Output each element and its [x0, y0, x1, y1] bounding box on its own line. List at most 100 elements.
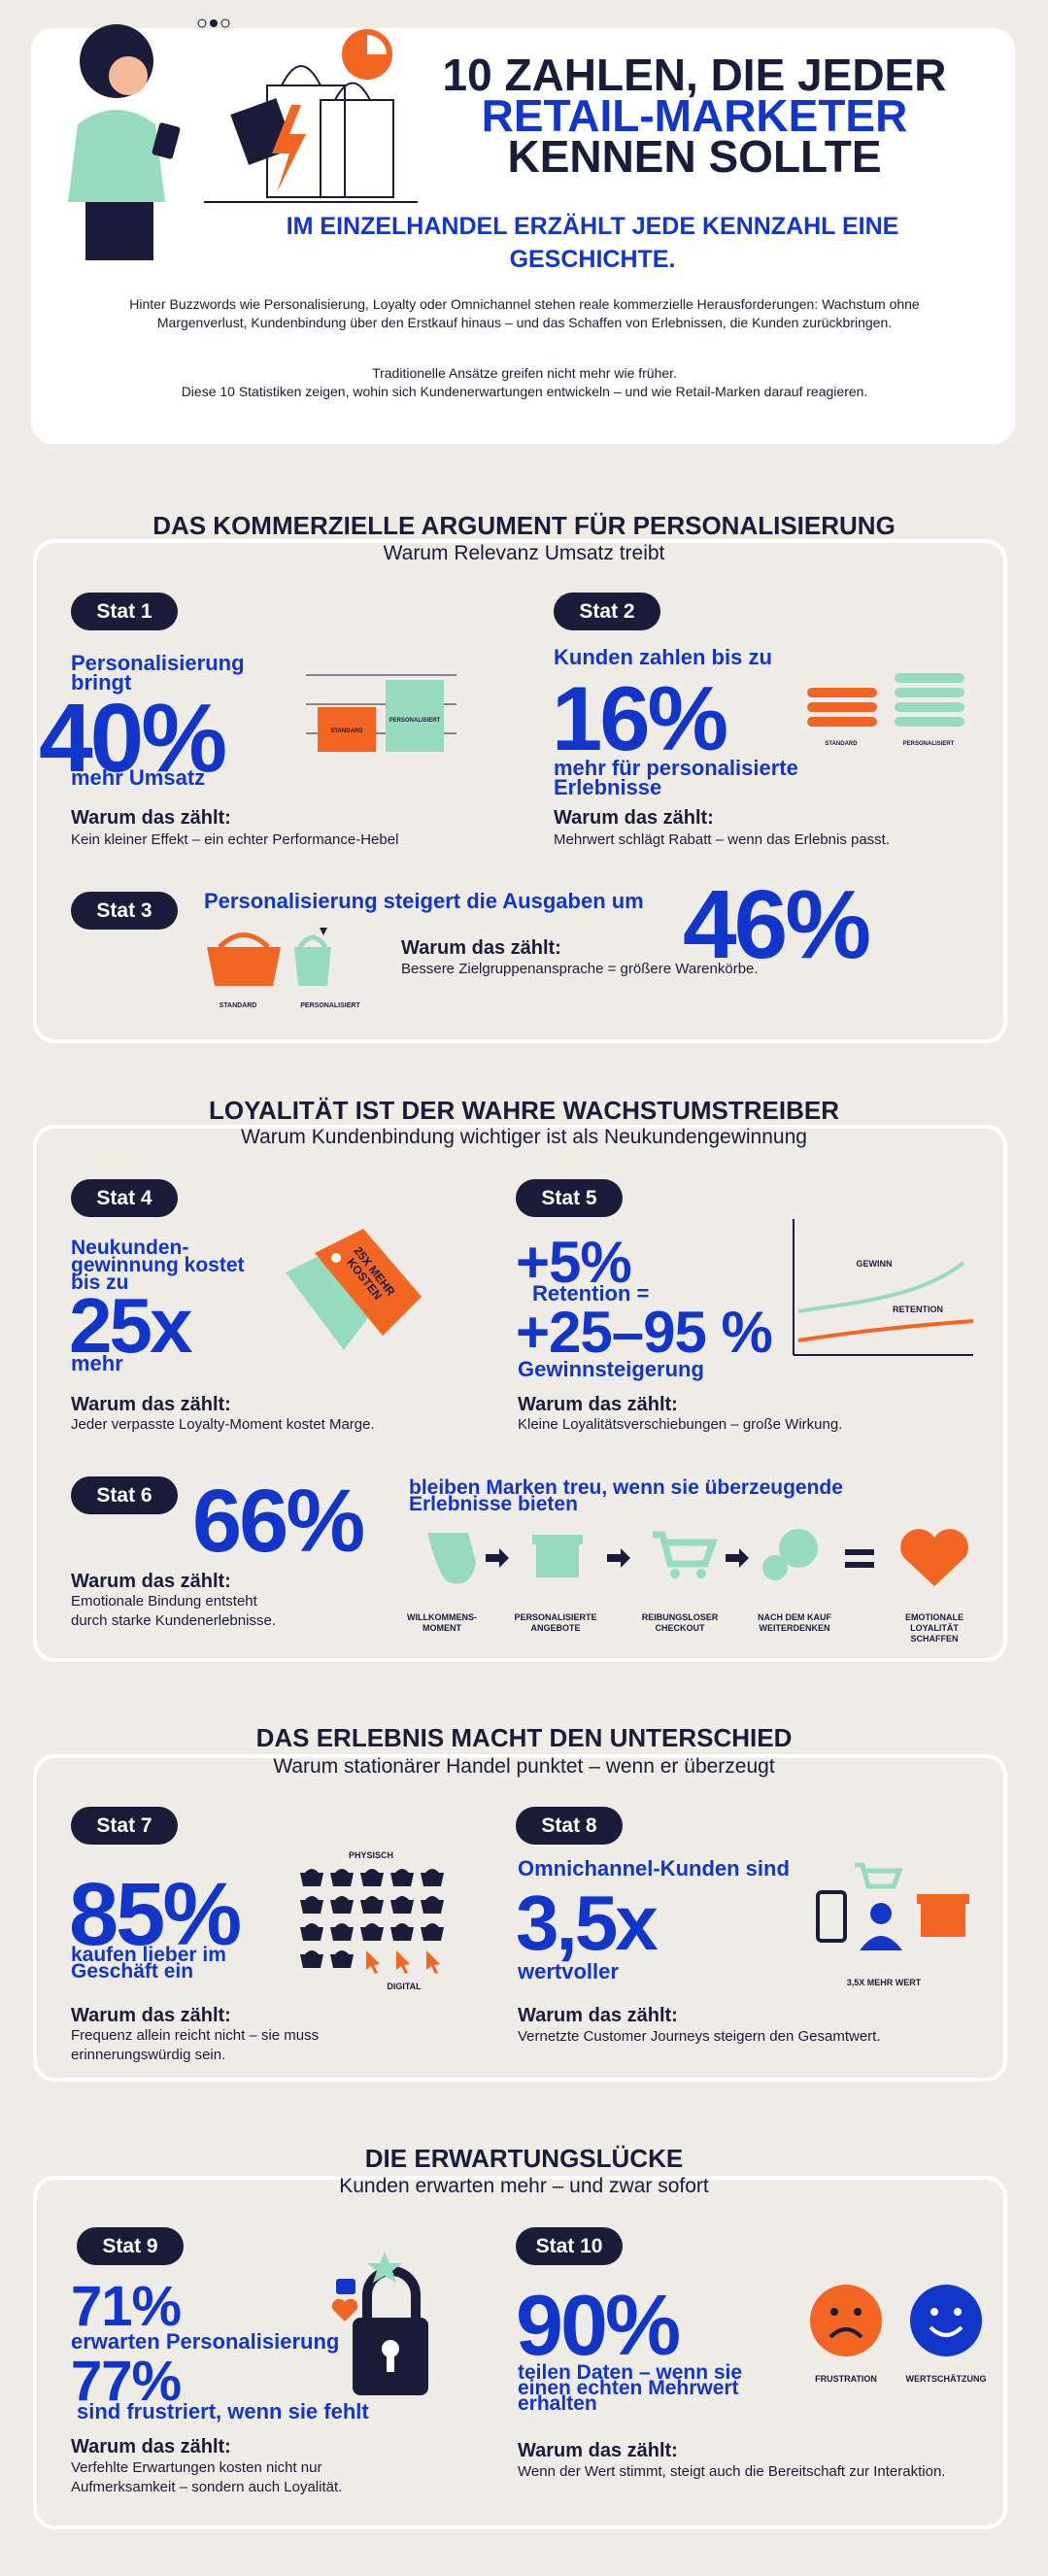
stat-value: 16%: [552, 667, 728, 769]
stat-value: 66%: [192, 1472, 365, 1571]
graphic-label: PHYSISCH: [348, 1850, 393, 1860]
stack-graphic: [807, 673, 964, 727]
cursor-icon: [396, 1950, 410, 1974]
stat-tail: wertvoller: [518, 1959, 619, 1983]
graphic-label: 3,5X MEHR WERT: [846, 1978, 922, 1987]
basket-icon: [330, 1869, 354, 1886]
stat-tail: Gewinnsteigerung: [518, 1357, 704, 1381]
title-line: RETAIL-MARKETER: [481, 90, 908, 141]
stat-tail: erwarten Personalisierung: [71, 2329, 340, 2354]
intro: Hinter Buzzwords wie Personalisierung, L…: [129, 296, 920, 330]
intro-line: Traditionelle Ansätze greifen nicht mehr…: [372, 365, 677, 381]
basket-icon: [390, 1869, 414, 1886]
why-text: Verfehlte Erwartungen kosten nicht nur A…: [71, 2459, 343, 2495]
stat-pill: Stat 4: [71, 1179, 178, 1217]
header-illustration: [68, 18, 418, 260]
why-line: durch starke Kundenerlebnisse.: [71, 1612, 276, 1629]
stat-tail: mehr: [71, 1351, 123, 1375]
stat-pill: Stat 6: [71, 1476, 178, 1514]
flow-label: REIBUNGSLOSER CHECKOUT: [641, 1612, 719, 1633]
graphic-label: PERSONALISIERT: [389, 718, 441, 724]
why-title: Warum das zählt:: [71, 2005, 231, 2026]
stat-tail-2: sind frustriert, wenn sie fehlt: [77, 2399, 369, 2423]
stat-pill: Stat 8: [516, 1807, 623, 1845]
stat-pill: Stat 9: [77, 2227, 184, 2265]
why-text: Vernetzte Customer Journeys steigern den…: [518, 2028, 881, 2045]
graphic-label: GEWINN: [856, 1259, 893, 1269]
why-text: Frequenz allein reicht nicht – sie muss …: [71, 2027, 320, 2063]
smiley-graphic: [810, 2285, 982, 2356]
basket-icon: [360, 1869, 384, 1886]
basket-icon: [421, 1896, 444, 1914]
basket-icon: [360, 1896, 384, 1914]
section-subtitle: Warum stationärer Handel punktet – wenn …: [273, 1755, 775, 1778]
stat-tail: teilen Daten – wenn sie einen echten Meh…: [518, 2361, 743, 2415]
tag-graphic: [286, 1229, 422, 1350]
stat-lead: Personalisierung bringt: [71, 651, 245, 695]
stat-tail: mehr Umsatz: [71, 765, 206, 790]
bar-graphic: [306, 674, 456, 752]
why-text: Wenn der Wert stimmt, steigt auch die Be…: [518, 2463, 946, 2480]
why-title: Warum das zählt:: [71, 807, 231, 829]
graphic-label: PERSONALISIERT: [902, 741, 955, 747]
stat-pill: Stat 7: [71, 1807, 178, 1845]
title-line: KENNEN SOLLTE: [507, 131, 882, 182]
graphic-label: WERTSCHÄTZUNG: [905, 2374, 987, 2384]
flow-label: NACH DEM KAUF WEITERDENKEN: [758, 1612, 831, 1633]
section-title: DAS KOMMERZIELLE ARGUMENT FÜR PERSONALIS…: [152, 511, 896, 540]
section-box: [33, 2176, 1007, 2529]
basket-graphic: [207, 928, 331, 986]
graphic-label: DIGITAL: [387, 1982, 422, 1991]
line-graphic: [793, 1219, 974, 1356]
stat-value-2: 77%: [71, 2350, 182, 2413]
cursor-icon: [426, 1950, 440, 1974]
graphic-label: STANDARD: [825, 741, 858, 747]
why-title: Warum das zählt:: [518, 2005, 678, 2026]
why-text: Kleine Loyalitätsverschiebungen – große …: [518, 1416, 843, 1433]
stat-value: 90%: [516, 2277, 681, 2373]
why-text: Mehrwert schlägt Rabatt – wenn das Erleb…: [554, 831, 891, 848]
stat-pill: Stat 3: [71, 892, 178, 930]
graphic-label: PERSONALISIERT: [300, 1002, 360, 1009]
why-title: Warum das zählt:: [71, 1571, 231, 1592]
graphic-label: STANDARD: [219, 1002, 257, 1009]
stat-pill: Stat 2: [554, 593, 660, 630]
basket-icon: [421, 1869, 444, 1886]
why-text: Emotionale Bindung entsteht durch starke…: [71, 1592, 276, 1631]
stat-value: +25–95 %: [516, 1300, 773, 1365]
basket-icon: [330, 1896, 354, 1914]
intro-line: Diese 10 Statistiken zeigen, wohin sich …: [181, 384, 868, 399]
section-title: LOYALITÄT IST DER WAHRE WACHSTUMSTREIBER: [208, 1096, 840, 1125]
basket-icon: [300, 1896, 323, 1914]
basket-icon: [300, 1950, 323, 1968]
basket-icon: [390, 1923, 414, 1941]
title: 10 ZAHLEN, DIE JEDER RETAIL-MARKETER KEN…: [243, 52, 1048, 182]
stat-lead: Omnichannel-Kunden sind: [518, 1856, 790, 1881]
stat-lead: Kunden zahlen bis zu: [554, 645, 772, 669]
basket-icon: [421, 1923, 444, 1941]
section-box: [33, 539, 1007, 1043]
why-title: Warum das zählt:: [401, 937, 561, 959]
basket-icon: [330, 1950, 354, 1968]
section-title: DAS ERLEBNIS MACHT DEN UNTERSCHIED: [255, 1723, 793, 1752]
stat-middle: Retention =: [532, 1281, 650, 1305]
section-subtitle: Warum Kundenbindung wichtiger ist als Ne…: [241, 1126, 807, 1148]
why-line: Emotionale Bindung entsteht: [71, 1593, 257, 1610]
basket-icon: [300, 1869, 323, 1886]
flow-label: WILLKOMMENS-MOMENT: [407, 1612, 477, 1633]
basket-icon: [390, 1896, 414, 1914]
cursor-icon: [366, 1950, 380, 1974]
header-card: [31, 28, 1015, 444]
section-box: [33, 1754, 1007, 2082]
stat-value: 46%: [683, 870, 871, 979]
section-subtitle: Warum Relevanz Umsatz treibt: [383, 542, 665, 564]
graphic-label: FRUSTRATION: [815, 2374, 877, 2384]
omnichannel-graphic: [816, 1862, 969, 1950]
stat-lead: Neukunden-gewinnung kostet bis zu: [71, 1237, 245, 1294]
why-title: Warum das zählt:: [71, 2436, 231, 2457]
stat-pill: Stat 1: [71, 593, 178, 630]
stat-value: 40%: [39, 684, 227, 793]
lock-graphic: [331, 2252, 428, 2395]
basket-icon: [330, 1923, 354, 1941]
